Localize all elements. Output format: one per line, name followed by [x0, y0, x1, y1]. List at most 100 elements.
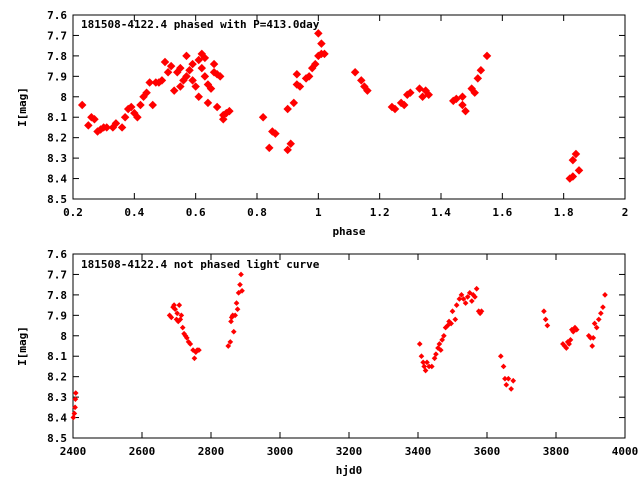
- data-point: [286, 139, 295, 149]
- x-axis-label: phase: [332, 225, 365, 238]
- data-point: [317, 39, 326, 48]
- data-point: [449, 308, 456, 315]
- data-point: [168, 314, 175, 321]
- x-tick-label: 2400: [60, 445, 87, 458]
- data-point: [188, 76, 197, 85]
- data-point: [70, 414, 77, 421]
- data-point: [127, 102, 136, 112]
- data-point: [176, 82, 185, 91]
- data-point: [191, 82, 200, 91]
- y-tick-label: 8.3: [47, 152, 67, 165]
- data-point: [232, 312, 238, 319]
- data-point: [283, 104, 292, 114]
- data-point: [176, 63, 185, 73]
- data-point: [541, 308, 547, 315]
- data-point: [441, 332, 447, 339]
- data-point: [171, 302, 177, 308]
- data-point: [178, 312, 185, 319]
- data-point: [215, 72, 225, 81]
- data-point: [436, 341, 443, 347]
- data-point: [439, 337, 445, 343]
- data-point: [357, 76, 366, 85]
- data-point: [136, 100, 145, 110]
- data-point: [589, 343, 596, 349]
- data-point: [185, 65, 194, 75]
- data-point: [157, 76, 167, 85]
- x-tick-label: 0.8: [247, 206, 267, 219]
- x-tick-label: 0.4: [124, 206, 144, 219]
- chart-title: 181508-4122.4 phased with P=413.0day: [81, 18, 320, 31]
- data-point: [237, 281, 243, 288]
- data-point: [502, 375, 508, 382]
- data-point: [503, 382, 510, 388]
- data-point: [184, 334, 190, 341]
- data-point: [478, 308, 485, 315]
- data-point: [225, 106, 234, 116]
- data-point: [462, 300, 469, 306]
- data-point: [234, 306, 241, 313]
- x-tick-label: 1.2: [370, 206, 390, 219]
- y-tick-label: 8.2: [47, 371, 67, 384]
- data-point: [176, 302, 183, 308]
- data-point: [437, 347, 444, 353]
- data-point: [472, 294, 478, 300]
- y-tick-label: 8.5: [47, 193, 67, 206]
- data-point: [212, 102, 222, 112]
- x-tick-label: 1.4: [431, 206, 451, 219]
- data-point: [197, 63, 207, 73]
- data-point: [191, 355, 198, 362]
- data-point: [458, 292, 465, 298]
- data-point: [433, 351, 439, 358]
- x-tick-label: 2800: [198, 445, 225, 458]
- data-point: [72, 390, 79, 396]
- data-point: [399, 100, 409, 110]
- data-point: [416, 341, 423, 347]
- data-point: [265, 143, 274, 153]
- data-point: [320, 49, 329, 59]
- y-tick-label: 7.9: [47, 70, 67, 83]
- data-point: [295, 82, 305, 91]
- data-point: [172, 306, 178, 313]
- data-point: [460, 296, 467, 302]
- chart-title: 181508-4122.4 not phased light curve: [81, 258, 320, 271]
- data-point: [350, 68, 360, 77]
- data-point: [289, 98, 299, 108]
- plot-frame: [72, 14, 626, 200]
- data-point: [476, 65, 486, 75]
- y-tick-label: 8.2: [47, 132, 67, 145]
- data-point: [292, 70, 302, 79]
- data-point: [206, 84, 216, 93]
- data-point: [239, 287, 245, 294]
- x-axis-label: hjd0: [336, 464, 363, 477]
- data-point: [200, 53, 210, 63]
- data-point: [120, 112, 130, 122]
- y-tick-label: 8.1: [47, 350, 67, 363]
- data-point: [311, 59, 320, 69]
- data-point: [458, 92, 467, 102]
- data-point: [428, 363, 435, 370]
- data-point: [174, 310, 181, 317]
- data-point: [602, 292, 608, 298]
- y-tick-label: 8.3: [47, 391, 67, 404]
- data-point: [590, 334, 597, 341]
- data-point: [200, 72, 210, 81]
- data-point: [188, 59, 197, 69]
- data-point: [182, 72, 191, 81]
- data-point: [187, 341, 194, 347]
- data-point: [90, 115, 99, 124]
- data-point: [448, 320, 454, 327]
- data-point: [283, 145, 292, 155]
- data-point: [196, 347, 202, 353]
- data-point: [593, 324, 600, 331]
- data-point: [179, 324, 186, 331]
- data-point: [563, 345, 570, 351]
- data-point: [574, 166, 584, 175]
- data-point: [363, 86, 372, 95]
- data-point: [473, 285, 480, 292]
- data-point: [238, 271, 244, 278]
- y-tick-label: 7.6: [47, 248, 67, 261]
- data-point: [258, 112, 268, 122]
- data-point: [500, 363, 507, 370]
- y-tick-label: 8.4: [47, 173, 67, 186]
